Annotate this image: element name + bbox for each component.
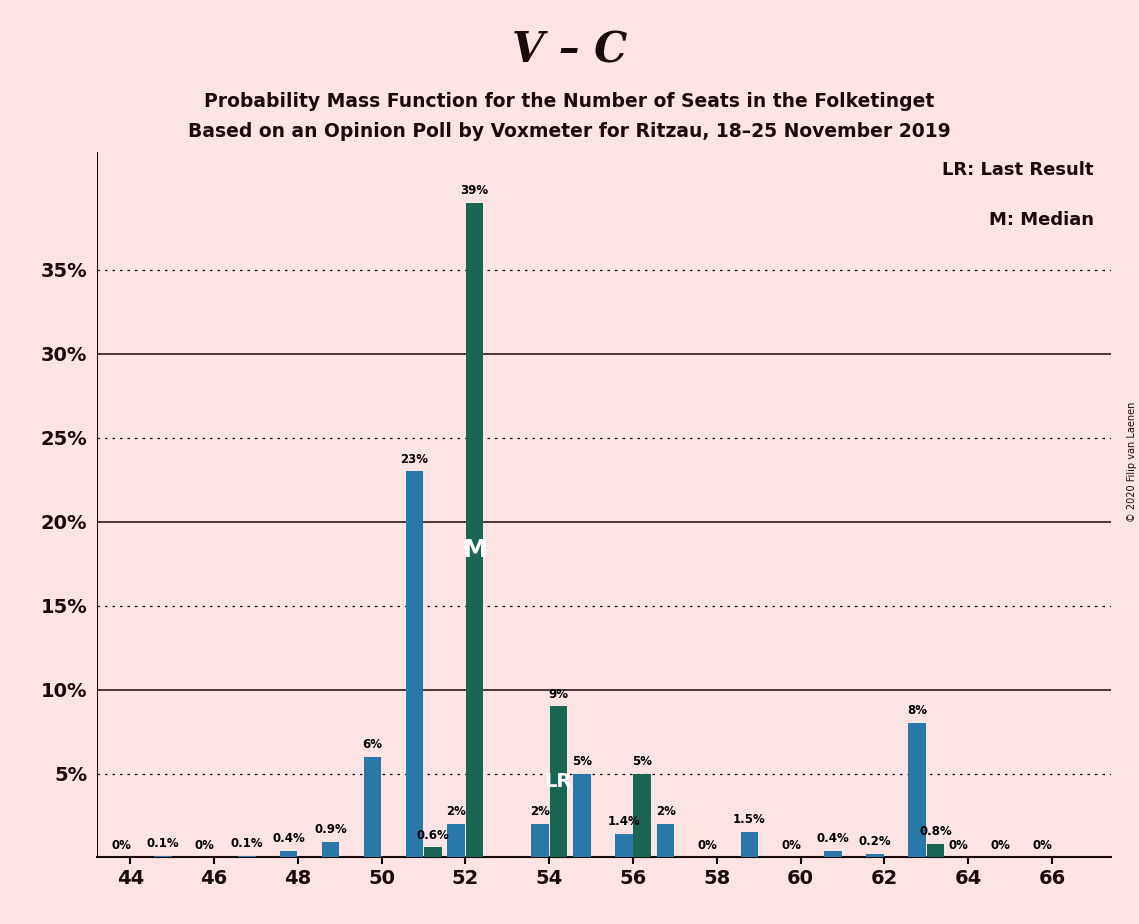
Text: V – C: V – C (511, 30, 628, 71)
Text: 0%: 0% (949, 839, 969, 852)
Bar (280, 851, 297, 857)
Bar (238, 856, 255, 857)
Text: 1.5%: 1.5% (734, 813, 765, 826)
Text: 0.6%: 0.6% (417, 829, 449, 842)
Text: 0.1%: 0.1% (230, 837, 263, 850)
Text: 23%: 23% (400, 453, 428, 466)
Text: 0%: 0% (112, 839, 131, 852)
Text: LR: Last Result: LR: Last Result (942, 161, 1093, 179)
Text: 2%: 2% (530, 805, 550, 818)
Text: 5%: 5% (632, 755, 653, 768)
Bar (531, 824, 549, 857)
Bar (908, 723, 926, 857)
Text: 0%: 0% (781, 839, 801, 852)
Text: 0.8%: 0.8% (919, 825, 952, 838)
Bar (550, 707, 567, 857)
Bar (424, 847, 442, 857)
Text: 2%: 2% (656, 805, 675, 818)
Bar (657, 824, 674, 857)
Bar (363, 757, 382, 857)
Text: 0%: 0% (991, 839, 1010, 852)
Bar (466, 203, 483, 857)
Bar (448, 824, 465, 857)
Text: 0.4%: 0.4% (272, 832, 305, 845)
Text: Based on an Opinion Poll by Voxmeter for Ritzau, 18–25 November 2019: Based on an Opinion Poll by Voxmeter for… (188, 122, 951, 141)
Text: M: M (462, 538, 487, 562)
Text: 0.9%: 0.9% (314, 823, 347, 836)
Text: 6%: 6% (362, 738, 383, 751)
Bar (154, 856, 172, 857)
Text: Probability Mass Function for the Number of Seats in the Folketinget: Probability Mass Function for the Number… (204, 92, 935, 112)
Text: 0%: 0% (195, 839, 215, 852)
Text: 0%: 0% (697, 839, 718, 852)
Text: 5%: 5% (572, 755, 592, 768)
Text: 9%: 9% (549, 687, 568, 700)
Text: LR: LR (544, 772, 572, 792)
Text: 2%: 2% (446, 805, 466, 818)
Bar (321, 843, 339, 857)
Text: M: Median: M: Median (989, 212, 1093, 229)
Bar (825, 851, 842, 857)
Bar (405, 471, 423, 857)
Bar (867, 854, 884, 857)
Text: 0.1%: 0.1% (147, 837, 179, 850)
Bar (615, 834, 632, 857)
Bar (633, 773, 652, 857)
Text: 0.2%: 0.2% (859, 835, 892, 848)
Text: 1.4%: 1.4% (607, 815, 640, 828)
Text: © 2020 Filip van Laenen: © 2020 Filip van Laenen (1128, 402, 1137, 522)
Text: 0%: 0% (1033, 839, 1052, 852)
Text: 39%: 39% (460, 184, 489, 197)
Text: 8%: 8% (907, 704, 927, 717)
Bar (740, 833, 759, 857)
Text: 0.4%: 0.4% (817, 832, 850, 845)
Bar (927, 844, 944, 857)
Bar (573, 773, 591, 857)
